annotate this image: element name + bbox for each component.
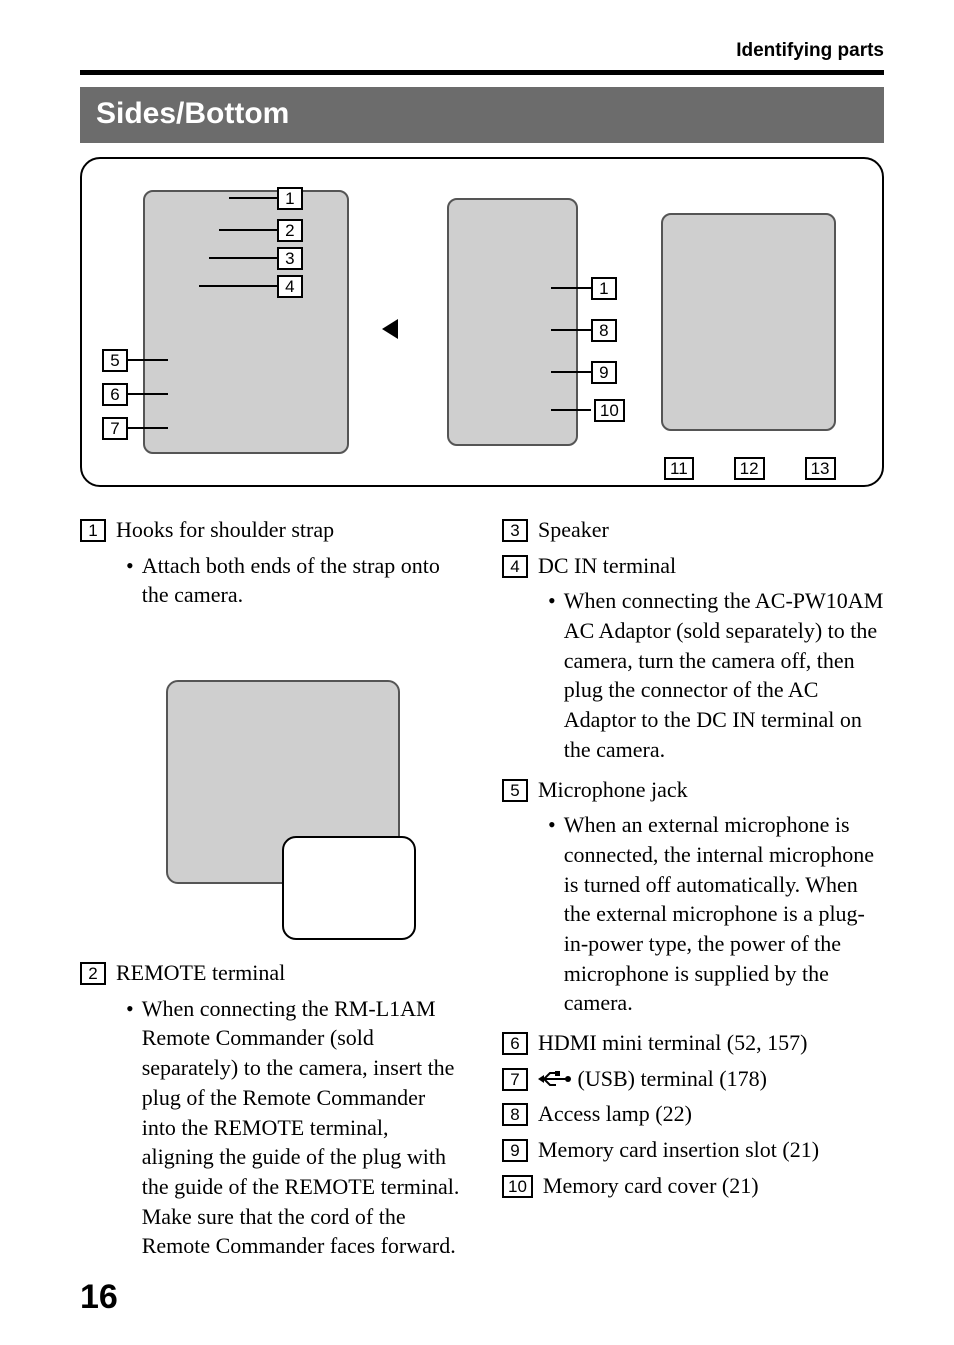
entry-label: HDMI mini terminal (52, 157) — [538, 1028, 884, 1058]
figure-middle-view: 1 8 9 10 — [406, 169, 619, 475]
entry-number: 8 — [502, 1103, 528, 1126]
right-column: 3 Speaker 4 DC IN terminal • When connec… — [502, 509, 884, 1271]
entry-number: 7 — [502, 1068, 528, 1091]
callout-line — [128, 359, 168, 361]
left-column: 1 Hooks for shoulder strap • Attach both… — [80, 509, 462, 1271]
header-rule — [80, 70, 884, 75]
manual-page: Identifying parts Sides/Bottom 1 2 3 4 5… — [0, 0, 954, 1345]
callout-line — [229, 197, 279, 199]
bullet-dot-icon: • — [126, 994, 134, 1024]
entry-label: DC IN terminal — [538, 551, 884, 581]
callout-line — [128, 427, 168, 429]
section-title-bar: Sides/Bottom — [80, 87, 884, 143]
figure-left-view: 1 2 3 4 5 6 7 — [102, 169, 391, 475]
callout-11: 11 — [664, 457, 694, 480]
entry-6: 6 HDMI mini terminal (52, 157) — [502, 1028, 884, 1058]
entry-9: 9 Memory card insertion slot (21) — [502, 1135, 884, 1165]
callout-6: 6 — [102, 383, 128, 406]
bullet-dot-icon: • — [548, 586, 556, 616]
callout-13: 13 — [805, 457, 836, 480]
entry-2: 2 REMOTE terminal — [80, 958, 462, 988]
callout-3: 3 — [277, 247, 303, 270]
callout-line — [551, 371, 591, 373]
entry-4: 4 DC IN terminal — [502, 551, 884, 581]
entry-label: (USB) terminal (178) — [538, 1064, 884, 1094]
entry-number: 6 — [502, 1032, 528, 1055]
callout-12: 12 — [734, 457, 765, 480]
bullet-text: Attach both ends of the strap onto the c… — [142, 551, 462, 610]
bullet-dot-icon: • — [548, 810, 556, 840]
callout-line — [551, 287, 591, 289]
entry-7-suffix: (USB) terminal (178) — [578, 1066, 767, 1091]
entry-number: 5 — [502, 779, 528, 802]
running-header: Identifying parts — [80, 40, 884, 62]
entry-label: Speaker — [538, 515, 884, 545]
entry-10: 10 Memory card cover (21) — [502, 1171, 884, 1201]
callout-line — [551, 409, 591, 411]
callout-1: 1 — [277, 187, 303, 210]
entry-4-bullet: • When connecting the AC-PW10AM AC Adapt… — [548, 586, 884, 764]
callout-5: 5 — [102, 349, 128, 372]
figure-frame: 1 2 3 4 5 6 7 1 8 9 10 — [80, 157, 884, 487]
callout-9: 9 — [591, 361, 617, 384]
entry-number: 1 — [80, 519, 106, 542]
entry-label: Microphone jack — [538, 775, 884, 805]
bullet-text: When connecting the RM-L1AM Remote Comma… — [142, 994, 462, 1261]
entry-number: 3 — [502, 519, 528, 542]
entry-number: 2 — [80, 962, 106, 985]
entry-label: Hooks for shoulder strap — [116, 515, 462, 545]
body-columns: 1 Hooks for shoulder strap • Attach both… — [80, 509, 884, 1271]
camera-illustration-right — [661, 213, 836, 431]
callout-line — [199, 285, 279, 287]
entry-8: 8 Access lamp (22) — [502, 1099, 884, 1129]
arrow-left-icon — [382, 319, 398, 339]
entry-label: Memory card cover (21) — [543, 1171, 884, 1201]
entry-number: 9 — [502, 1139, 528, 1162]
entry-2-bullet: • When connecting the RM-L1AM Remote Com… — [126, 994, 462, 1261]
callout-4: 4 — [277, 275, 303, 298]
strap-illustration — [126, 620, 426, 950]
figure-right-view: 11 12 13 — [634, 169, 862, 475]
usb-icon — [538, 1066, 578, 1091]
entry-number: 10 — [502, 1175, 533, 1198]
callout-line — [128, 393, 168, 395]
entry-number: 4 — [502, 555, 528, 578]
entry-1: 1 Hooks for shoulder strap — [80, 515, 462, 545]
entry-5-bullet: • When an external microphone is connect… — [548, 810, 884, 1018]
bullet-text: When an external microphone is connected… — [564, 810, 884, 1018]
entry-7: 7 (USB) terminal — [502, 1064, 884, 1094]
callout-10: 10 — [594, 399, 625, 422]
callout-7: 7 — [102, 417, 128, 440]
entry-5: 5 Microphone jack — [502, 775, 884, 805]
strap-detail-inset — [282, 836, 416, 940]
entry-label: Memory card insertion slot (21) — [538, 1135, 884, 1165]
callout-line — [551, 329, 591, 331]
callout-line — [219, 229, 279, 231]
callout-1b: 1 — [591, 277, 617, 300]
bullet-text: When connecting the AC-PW10AM AC Adaptor… — [564, 586, 884, 764]
callout-8: 8 — [591, 319, 617, 342]
entry-label: Access lamp (22) — [538, 1099, 884, 1129]
entry-1-bullet: • Attach both ends of the strap onto the… — [126, 551, 462, 610]
entry-label: REMOTE terminal — [116, 958, 462, 988]
bullet-dot-icon: • — [126, 551, 134, 581]
callout-line — [209, 257, 279, 259]
page-number: 16 — [80, 1278, 118, 1317]
entry-3: 3 Speaker — [502, 515, 884, 545]
callout-2: 2 — [277, 219, 303, 242]
